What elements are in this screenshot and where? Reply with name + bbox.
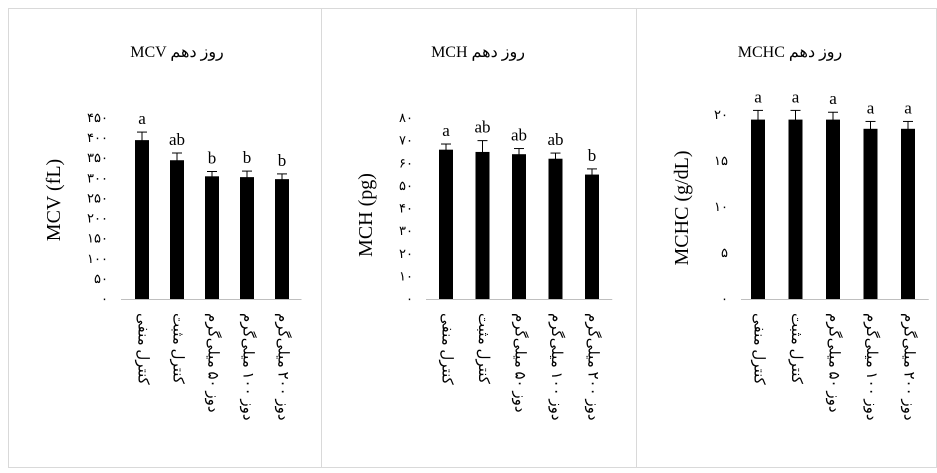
y-tick-label: ۲۰ bbox=[399, 246, 413, 261]
y-tick-label: ۲۵۰ bbox=[87, 190, 108, 205]
x-category-label: دوز ۵۰ میلی‌گرم bbox=[826, 313, 844, 413]
bar bbox=[475, 151, 490, 299]
y-tick-label: ۱۰ bbox=[714, 199, 728, 214]
y-tick-label: ۰ bbox=[721, 291, 728, 306]
y-axis-label: MCV (fL) bbox=[43, 159, 65, 241]
x-category-label: دوز ۱۰۰ میلی‌گرم bbox=[863, 313, 881, 421]
x-category-label: کنترل مثبت bbox=[788, 313, 804, 385]
bar bbox=[548, 158, 563, 299]
y-tick-label: ۳۰۰ bbox=[87, 170, 108, 185]
x-category-label: کنترل منفی bbox=[751, 313, 767, 386]
bar bbox=[788, 119, 803, 299]
bar bbox=[901, 128, 915, 299]
y-tick-label: ۳۰ bbox=[399, 223, 413, 238]
y-tick-label: ۶۰ bbox=[399, 155, 413, 170]
y-tick-label: ۱۵۰ bbox=[87, 231, 108, 246]
significance-letter: ab bbox=[169, 130, 185, 149]
bar bbox=[751, 119, 765, 299]
bar bbox=[240, 177, 254, 299]
significance-letter: b bbox=[588, 146, 597, 165]
significance-letter: a bbox=[792, 87, 800, 106]
bar bbox=[826, 119, 840, 299]
x-category-label: دوز ۲۰۰ میلی‌گرم bbox=[901, 313, 919, 421]
bar bbox=[275, 179, 289, 299]
y-tick-label: ۱۵ bbox=[714, 153, 728, 168]
significance-letter: a bbox=[867, 98, 875, 117]
chart-title: MCH روز دهم bbox=[431, 44, 525, 61]
x-category-label: دوز ۲۰۰ میلی‌گرم bbox=[585, 313, 603, 421]
significance-letter: a bbox=[442, 121, 450, 140]
significance-letter: b bbox=[243, 148, 252, 167]
y-tick-label: ۷۰ bbox=[399, 133, 413, 148]
significance-letter: a bbox=[829, 89, 837, 108]
y-tick-label: ۰ bbox=[406, 291, 413, 306]
y-tick-label: ۱۰ bbox=[399, 268, 413, 283]
bar bbox=[585, 174, 599, 299]
chart-panel-1: MCV روز دهم MCV (fL) ۰ ۵۰ ۱۰۰ ۱۵۰ ۲۰۰ ۲۵۰ ۳۰۰ ۳۵۰… bbox=[43, 44, 302, 421]
y-tick-label: ۴۵۰ bbox=[87, 110, 108, 125]
chart-panel-3: MCHC روز دهم MCHC (g/dL) ۰ ۵ ۱۰ ۱۵ ۲۰ a کنترل من… bbox=[671, 44, 929, 421]
y-tick-label: ۵۰ bbox=[94, 271, 108, 286]
bar bbox=[135, 140, 149, 299]
chart-title: MCHC روز دهم bbox=[738, 44, 843, 61]
x-category-label: کنترل مثبت bbox=[475, 313, 491, 385]
x-category-label: کنترل منفی bbox=[439, 313, 455, 386]
x-category-label: دوز ۱۰۰ میلی‌گرم bbox=[548, 313, 566, 421]
significance-letter: b bbox=[278, 151, 287, 170]
significance-letter: a bbox=[904, 98, 912, 117]
significance-letter: a bbox=[138, 109, 146, 128]
significance-letter: a bbox=[754, 87, 762, 106]
x-category-label: کنترل مثبت bbox=[170, 313, 186, 385]
chart-title: MCV روز دهم bbox=[130, 44, 224, 61]
x-category-label: کنترل منفی bbox=[135, 313, 151, 386]
bar bbox=[863, 128, 878, 299]
y-tick-label: ۱۰۰ bbox=[87, 251, 108, 266]
y-tick-label: ۲۰۰ bbox=[87, 211, 108, 226]
bar bbox=[439, 149, 453, 299]
y-tick-label: ۰ bbox=[101, 291, 108, 306]
bar bbox=[170, 160, 184, 299]
x-category-label: دوز ۱۰۰ میلی‌گرم bbox=[240, 313, 258, 421]
x-category-label: دوز ۵۰ میلی‌گرم bbox=[205, 313, 223, 413]
significance-letter: ab bbox=[511, 126, 527, 145]
bar bbox=[205, 176, 219, 299]
y-tick-label: ۵۰ bbox=[399, 178, 413, 193]
y-tick-label: ۵ bbox=[721, 245, 728, 260]
chart-panel-2: MCH روز دهم MCH (pg) ۰ ۱۰ ۲۰ ۳۰ ۴۰ ۵۰ ۶۰ ۷۰ ۸۰ a کنت… bbox=[355, 44, 613, 421]
y-axis-label: MCH (pg) bbox=[355, 173, 377, 257]
y-tick-label: ۲۰ bbox=[714, 107, 728, 122]
significance-letter: b bbox=[208, 148, 217, 167]
y-tick-label: ۳۵۰ bbox=[87, 150, 108, 165]
y-tick-label: ۴۰ bbox=[399, 201, 413, 216]
bar bbox=[512, 154, 526, 299]
y-tick-label: ۴۰۰ bbox=[87, 130, 108, 145]
x-category-label: دوز ۵۰ میلی‌گرم bbox=[512, 313, 530, 413]
x-category-label: دوز ۲۰۰ میلی‌گرم bbox=[275, 313, 293, 421]
significance-letter: ab bbox=[474, 118, 490, 137]
y-axis-label: MCHC (g/dL) bbox=[671, 151, 693, 266]
significance-letter: ab bbox=[547, 130, 563, 149]
y-tick-label: ۸۰ bbox=[399, 110, 413, 125]
